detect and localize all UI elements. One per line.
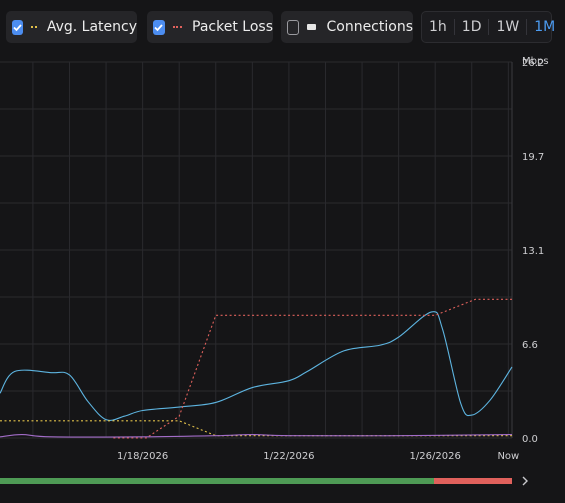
chart-series	[0, 298, 513, 439]
legend-toggle-avg-latency[interactable]: Avg. Latency	[6, 11, 137, 43]
y-tick-label: 6.6	[522, 340, 538, 351]
legend-label-connections: Connections	[326, 19, 413, 35]
bandwidth-chart: Mbps 0.0 6.6 13.1 19.7 26.2 1/18/2026 1/22/20…	[0, 56, 549, 462]
series-line-connections	[0, 434, 513, 438]
connections-swatch	[307, 24, 317, 30]
range-1m-button[interactable]: 1M	[534, 19, 556, 35]
series-line-packet-loss	[113, 298, 512, 439]
time-range-selector: 1h 1D 1W 1M	[421, 11, 555, 43]
chart-grid	[0, 61, 513, 439]
y-tick-label: 13.1	[522, 246, 544, 257]
scrollbar-alert-segment	[434, 478, 512, 484]
x-tick-label: 1/26/2026	[410, 451, 461, 462]
checkbox-connections[interactable]	[287, 19, 300, 35]
y-axis-ticks: 0.0 6.6 13.1 19.7 26.2	[522, 58, 544, 445]
time-scrollbar[interactable]	[0, 478, 512, 484]
checkbox-avg-latency[interactable]	[12, 19, 23, 35]
legend-label-avg-latency: Avg. Latency	[46, 19, 137, 35]
latency-swatch	[31, 26, 37, 28]
y-tick-label: 26.2	[522, 58, 544, 69]
legend-label-packet-loss: Packet Loss	[192, 19, 273, 35]
x-tick-label: 1/18/2026	[117, 451, 168, 462]
scrollbar-ok-segment	[0, 478, 435, 484]
series-line-avg-latency	[0, 420, 512, 437]
packet-loss-swatch	[172, 26, 183, 28]
y-tick-label: 0.0	[522, 434, 538, 445]
series-line-bandwidth	[0, 311, 513, 421]
legend-toggle-connections[interactable]: Connections	[281, 11, 413, 43]
chevron-right-icon[interactable]	[517, 471, 533, 491]
check-icon	[13, 23, 22, 31]
x-tick-label: Now	[497, 451, 519, 462]
x-axis-ticks: 1/18/2026 1/22/2026 1/26/2026 Now	[117, 451, 519, 462]
y-tick-label: 19.7	[522, 152, 544, 163]
x-tick-label: 1/22/2026	[263, 451, 314, 462]
checkbox-packet-loss[interactable]	[153, 19, 165, 35]
y-axis-unit-label: Mbps	[522, 56, 549, 67]
check-icon	[154, 23, 164, 31]
range-1h-button[interactable]: 1h	[422, 19, 455, 35]
range-1d-button[interactable]: 1D	[455, 19, 490, 35]
toolbar: Avg. Latency Packet Loss Connections 1h …	[0, 0, 565, 54]
legend-toggle-packet-loss[interactable]: Packet Loss	[147, 11, 273, 43]
range-1w-button[interactable]: 1W	[489, 19, 528, 35]
